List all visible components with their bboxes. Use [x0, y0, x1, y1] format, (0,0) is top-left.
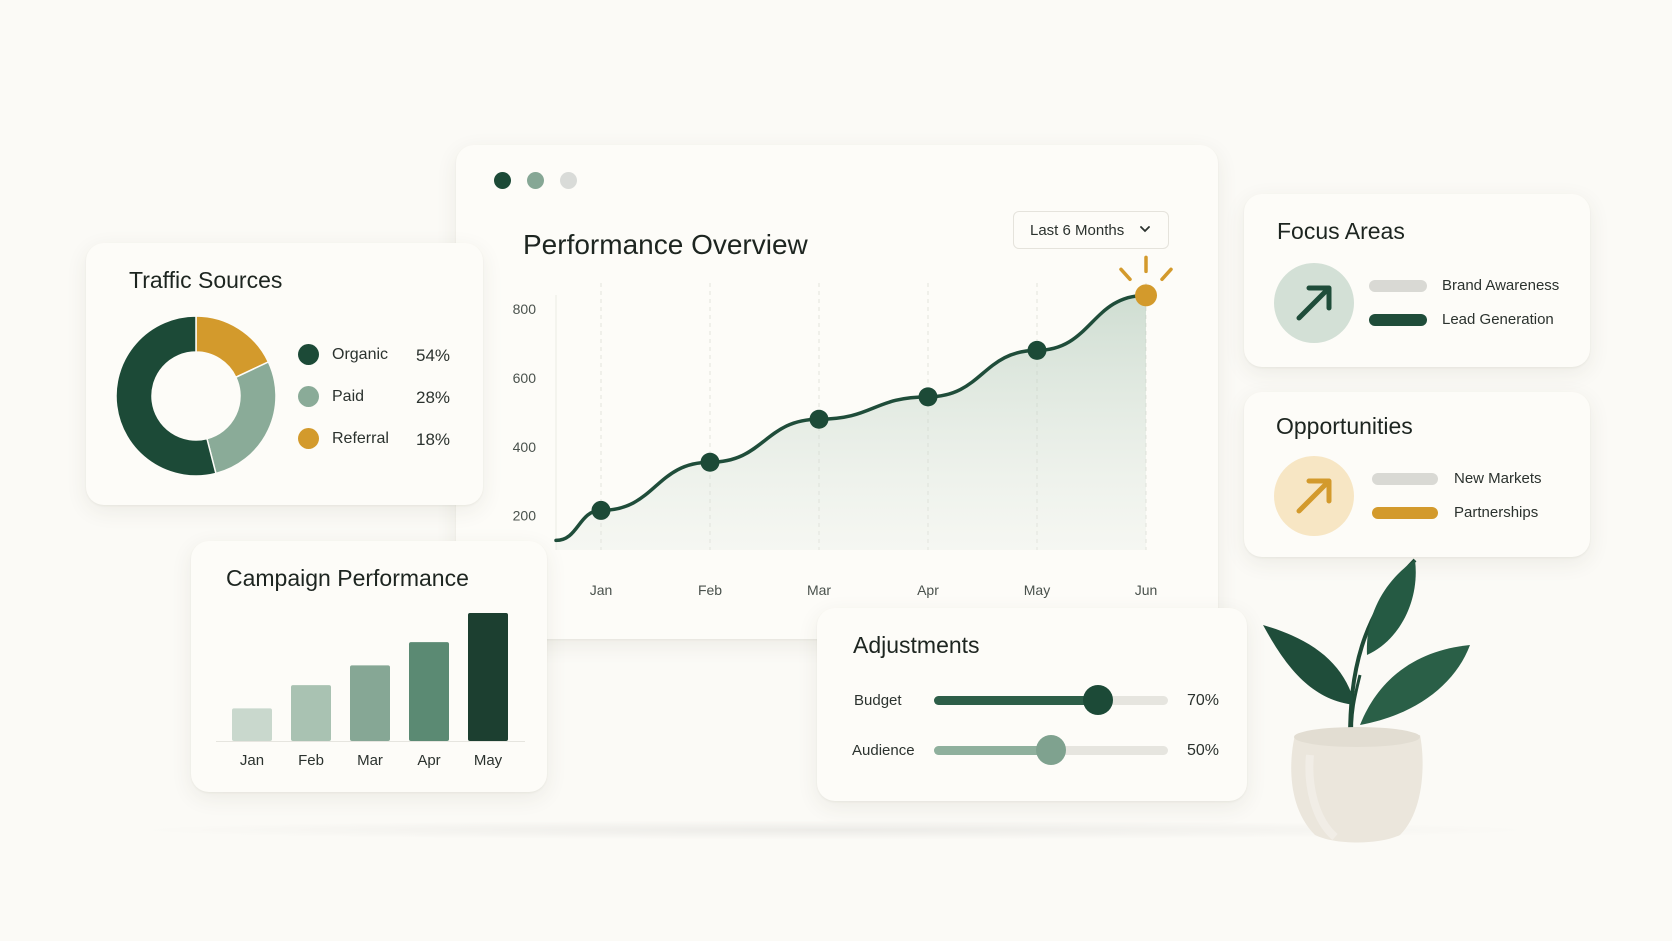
potted-plant-illustration: [1263, 558, 1470, 843]
budget-label: Budget: [854, 692, 902, 709]
campaign-performance-card: Campaign Performance Jan Feb Mar Apr May: [191, 541, 547, 792]
budget-value: 70%: [1187, 692, 1220, 709]
window-control-sage[interactable]: [527, 172, 544, 189]
campaign-title: Campaign Performance: [226, 565, 469, 591]
campaign-bar-chart: Jan Feb Mar Apr May: [216, 613, 525, 769]
brand-awareness-label: Brand Awareness: [1442, 277, 1560, 294]
legend-name: Paid: [332, 388, 365, 405]
traffic-title: Traffic Sources: [129, 267, 283, 293]
y-tick-label: 800: [513, 301, 537, 317]
paid-swatch: [298, 386, 319, 407]
lead-generation-bar: [1369, 314, 1427, 326]
y-tick-label: 600: [513, 370, 537, 386]
bar-mar: [350, 665, 390, 741]
opportunities-card: Opportunities New Markets Partnerships: [1244, 392, 1590, 557]
data-point: [591, 500, 611, 520]
bar-jan: [232, 708, 272, 741]
bar-label: May: [474, 752, 503, 769]
traffic-donut-chart: [115, 315, 277, 477]
bar-feb: [291, 685, 331, 741]
legend-name: Organic: [332, 346, 389, 363]
partnerships-bar: [1372, 507, 1438, 519]
focus-title: Focus Areas: [1277, 218, 1405, 244]
data-point: [918, 387, 938, 407]
new-markets-bar: [1372, 473, 1438, 485]
referral-swatch: [298, 428, 319, 449]
bar-label: Apr: [417, 752, 440, 769]
performance-line-chart: 200 400 600 800 Jan Feb Mar Apr May Jun: [513, 255, 1173, 598]
window-control-dark[interactable]: [494, 172, 511, 189]
bar-label: Mar: [357, 752, 383, 769]
legend-name: Referral: [332, 430, 389, 447]
data-point: [700, 452, 720, 472]
legend-pct: 18%: [416, 430, 451, 449]
window-control-grey[interactable]: [560, 172, 577, 189]
spark-ray: [1119, 267, 1132, 282]
audience-slider-thumb[interactable]: [1036, 735, 1066, 765]
x-tick-label: Feb: [698, 582, 722, 598]
legend-pct: 54%: [416, 346, 451, 365]
arrow-up-right-icon: [1274, 263, 1354, 343]
adjustments-title: Adjustments: [853, 632, 980, 658]
organic-swatch: [298, 344, 319, 365]
audience-value: 50%: [1187, 742, 1220, 759]
bar-label: Jan: [240, 752, 264, 769]
bar-label: Feb: [298, 752, 324, 769]
area-fill: [556, 295, 1146, 550]
legend-pct: 28%: [416, 388, 451, 407]
budget-slider[interactable]: [934, 685, 1168, 715]
chevron-down-icon: [1138, 222, 1152, 240]
adjustments-card: Adjustments Budget 70% Audience 50%: [817, 608, 1247, 801]
floor-shadow: [120, 820, 1550, 840]
x-tick-label: Apr: [917, 582, 939, 598]
spark-ray: [1160, 267, 1173, 282]
data-point: [809, 409, 829, 429]
bar-may: [468, 613, 508, 741]
range-label: Last 6 Months: [1030, 222, 1125, 239]
brand-awareness-bar: [1369, 280, 1427, 292]
y-tick-label: 400: [513, 439, 537, 455]
focus-areas-card: Focus Areas Brand Awareness Lead Generat…: [1244, 194, 1590, 367]
x-tick-label: Jan: [590, 582, 613, 598]
y-tick-label: 200: [513, 508, 537, 524]
arrow-up-right-icon: [1274, 456, 1354, 536]
performance-title: Performance Overview: [523, 229, 808, 260]
opportunities-title: Opportunities: [1276, 413, 1413, 439]
new-markets-label: New Markets: [1454, 470, 1542, 487]
performance-overview-window: Performance Overview Last 6 Months 200 40…: [456, 145, 1218, 639]
x-tick-label: Jun: [1135, 582, 1158, 598]
x-tick-label: May: [1024, 582, 1050, 598]
donut-slice-organic: [115, 315, 217, 477]
bar-apr: [409, 642, 449, 741]
x-tick-label: Mar: [807, 582, 831, 598]
traffic-sources-card: Traffic Sources Organic 54% Paid 28% Ref…: [86, 243, 483, 505]
audience-label: Audience: [852, 742, 915, 759]
donut-slice-paid: [206, 360, 277, 475]
range-dropdown[interactable]: Last 6 Months: [1013, 211, 1169, 249]
partnerships-label: Partnerships: [1454, 504, 1539, 521]
budget-slider-fill: [934, 696, 1098, 705]
data-point: [1027, 340, 1047, 360]
budget-slider-thumb[interactable]: [1082, 685, 1113, 715]
highlight-point: [1135, 284, 1157, 307]
lead-generation-label: Lead Generation: [1442, 311, 1554, 328]
audience-slider-fill: [934, 746, 1051, 755]
audience-slider[interactable]: [934, 735, 1168, 765]
